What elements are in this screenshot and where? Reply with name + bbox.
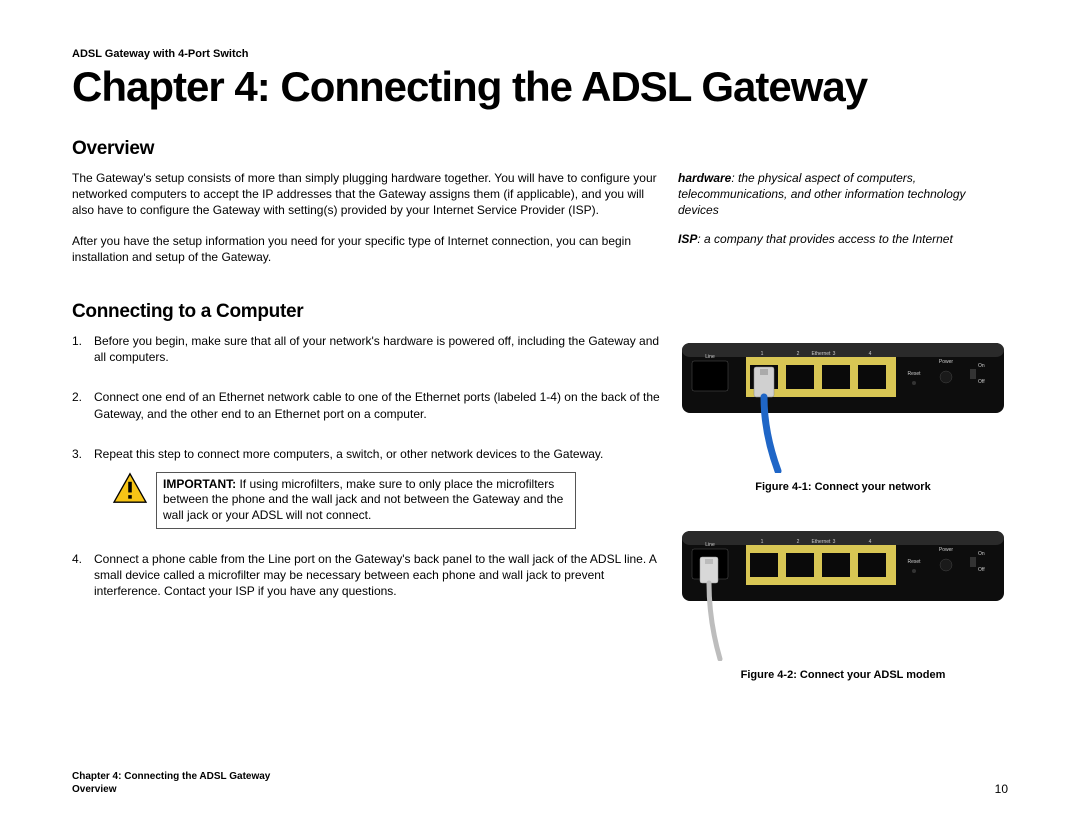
svg-text:2: 2 xyxy=(797,539,800,545)
svg-text:4: 4 xyxy=(869,539,872,545)
step-text: Connect one end of an Ethernet network c… xyxy=(94,390,660,420)
step-text: Connect a phone cable from the Line port… xyxy=(94,552,656,598)
step-item: 4. Connect a phone cable from the Line p… xyxy=(94,551,662,600)
steps-columns: 1. Before you begin, make sure that all … xyxy=(72,333,1008,709)
svg-text:Reset: Reset xyxy=(907,559,921,565)
step-text: Before you begin, make sure that all of … xyxy=(94,334,659,364)
figure-2: Line Ethernet 1 2 3 4 Reset Power On xyxy=(678,521,1008,681)
svg-text:1: 1 xyxy=(761,351,764,357)
svg-text:3: 3 xyxy=(833,351,836,357)
important-callout: IMPORTANT: If using microfilters, make s… xyxy=(112,472,662,529)
step-number: 4. xyxy=(72,551,82,567)
svg-text:Off: Off xyxy=(978,379,985,385)
steps-list-continued: 4. Connect a phone cable from the Line p… xyxy=(72,551,662,600)
section-heading-connecting: Connecting to a Computer xyxy=(72,301,1008,323)
section-heading-overview: Overview xyxy=(72,138,1008,160)
figures-column: Line Ethernet 1 2 3 4 Reset Pow xyxy=(678,333,1008,709)
svg-text:Line: Line xyxy=(705,542,715,548)
step-item: 2. Connect one end of an Ethernet networ… xyxy=(94,389,662,421)
svg-text:Ethernet: Ethernet xyxy=(812,351,832,357)
overview-text-column: The Gateway's setup consists of more tha… xyxy=(72,170,662,279)
footer-chapter: Chapter 4: Connecting the ADSL Gateway xyxy=(72,770,270,783)
step-item: 3. Repeat this step to connect more comp… xyxy=(94,446,662,462)
overview-paragraph-2: After you have the setup information you… xyxy=(72,233,662,265)
router-illustration-2: Line Ethernet 1 2 3 4 Reset Power On xyxy=(678,521,1008,661)
glossary-hardware: hardware: the physical aspect of compute… xyxy=(678,170,1008,219)
step-item: 1. Before you begin, make sure that all … xyxy=(94,333,662,365)
svg-text:Reset: Reset xyxy=(907,371,921,377)
svg-text:Power: Power xyxy=(939,547,954,553)
svg-text:On: On xyxy=(978,363,985,369)
step-text: Repeat this step to connect more compute… xyxy=(94,447,603,461)
router-illustration-1: Line Ethernet 1 2 3 4 Reset Pow xyxy=(678,333,1008,473)
page-number: 10 xyxy=(995,782,1008,796)
svg-text:On: On xyxy=(978,551,985,557)
glossary-term-label: hardware xyxy=(678,171,731,185)
steps-column: 1. Before you begin, make sure that all … xyxy=(72,333,662,709)
important-lead: IMPORTANT: xyxy=(163,477,236,491)
svg-text:Ethernet: Ethernet xyxy=(812,539,832,545)
glossary-term-label: ISP xyxy=(678,232,697,246)
glossary-term-def: : a company that provides access to the … xyxy=(697,232,952,246)
step-number: 2. xyxy=(72,389,82,405)
svg-text:2: 2 xyxy=(797,351,800,357)
header-product-label: ADSL Gateway with 4-Port Switch xyxy=(72,48,1008,60)
footer-section: Overview xyxy=(72,783,270,796)
figure-1: Line Ethernet 1 2 3 4 Reset Pow xyxy=(678,333,1008,493)
step-number: 1. xyxy=(72,333,82,349)
step-number: 3. xyxy=(72,446,82,462)
svg-text:Power: Power xyxy=(939,359,954,365)
warning-icon xyxy=(112,472,148,504)
svg-text:4: 4 xyxy=(869,351,872,357)
document-page: ADSL Gateway with 4-Port Switch Chapter … xyxy=(0,0,1080,834)
glossary-column: hardware: the physical aspect of compute… xyxy=(678,170,1008,279)
svg-text:Off: Off xyxy=(978,567,985,573)
page-footer: Chapter 4: Connecting the ADSL Gateway O… xyxy=(72,770,1008,796)
figure-1-caption: Figure 4-1: Connect your network xyxy=(678,481,1008,493)
chapter-title: Chapter 4: Connecting the ADSL Gateway xyxy=(72,66,1008,108)
svg-text:Line: Line xyxy=(705,354,715,360)
footer-breadcrumb: Chapter 4: Connecting the ADSL Gateway O… xyxy=(72,770,270,796)
svg-text:1: 1 xyxy=(761,539,764,545)
svg-text:3: 3 xyxy=(833,539,836,545)
figure-2-caption: Figure 4-2: Connect your ADSL modem xyxy=(678,669,1008,681)
overview-columns: The Gateway's setup consists of more tha… xyxy=(72,170,1008,279)
important-text-box: IMPORTANT: If using microfilters, make s… xyxy=(156,472,576,529)
overview-paragraph-1: The Gateway's setup consists of more tha… xyxy=(72,170,662,219)
glossary-isp: ISP: a company that provides access to t… xyxy=(678,231,1008,247)
steps-list: 1. Before you begin, make sure that all … xyxy=(72,333,662,462)
